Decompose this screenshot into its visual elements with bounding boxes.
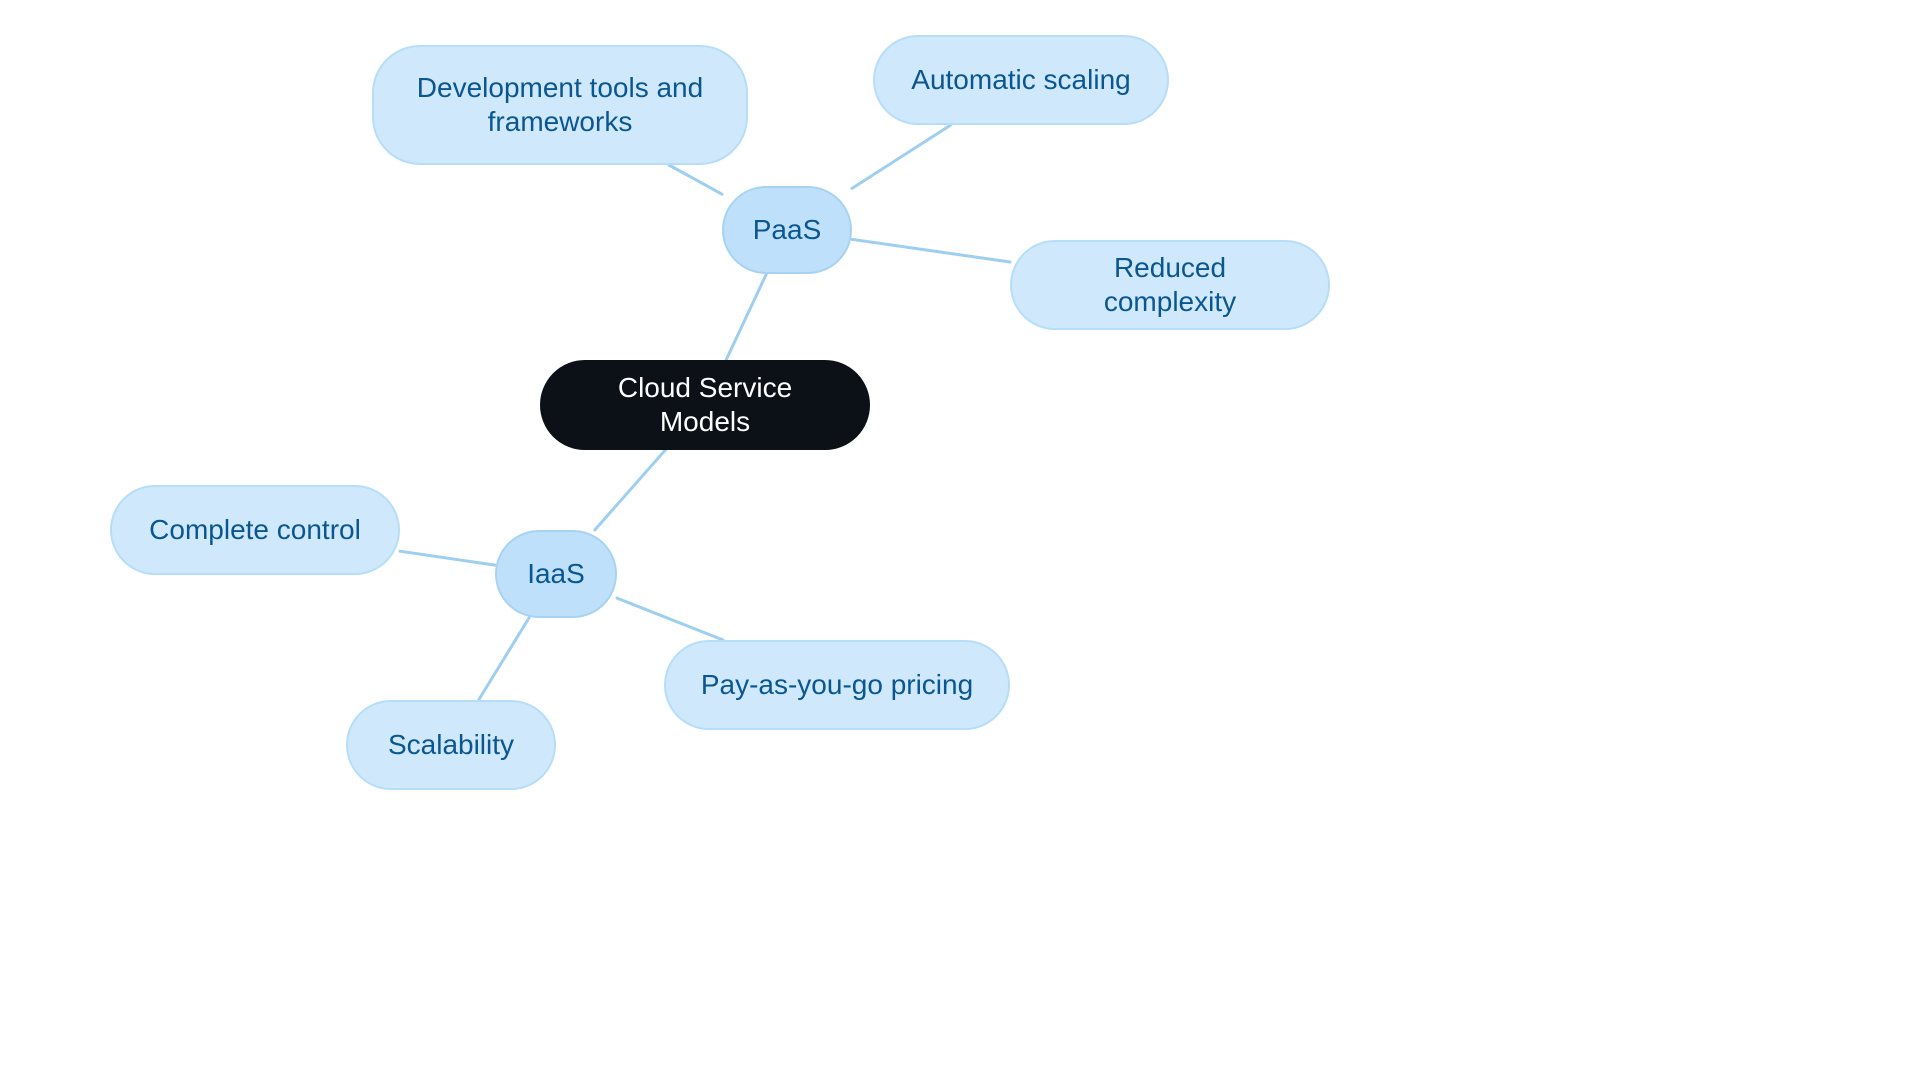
node-payg: Pay-as-you-go pricing	[664, 640, 1010, 730]
node-devtools: Development tools and frameworks	[372, 45, 748, 165]
node-scalability: Scalability	[346, 700, 556, 790]
edge	[617, 598, 723, 640]
node-label: Pay-as-you-go pricing	[701, 668, 973, 702]
node-reduced: Reduced complexity	[1010, 240, 1330, 330]
edge	[726, 274, 766, 360]
node-label: Automatic scaling	[911, 63, 1130, 97]
edge	[852, 239, 1010, 262]
node-root: Cloud Service Models	[540, 360, 870, 450]
node-autoscale: Automatic scaling	[873, 35, 1169, 125]
edge	[669, 165, 722, 194]
edge	[479, 618, 529, 700]
node-label: Scalability	[388, 728, 514, 762]
node-label: PaaS	[753, 213, 822, 247]
node-iaas: IaaS	[495, 530, 617, 618]
edge	[400, 551, 495, 565]
node-label: Development tools and frameworks	[408, 71, 712, 138]
edge	[852, 125, 951, 188]
node-label: IaaS	[527, 557, 585, 591]
node-label: Reduced complexity	[1046, 251, 1294, 318]
mindmap-diagram: Cloud Service Models PaaS Development tool…	[0, 0, 1920, 1083]
edge	[595, 450, 666, 530]
node-control: Complete control	[110, 485, 400, 575]
node-label: Complete control	[149, 513, 361, 547]
node-paas: PaaS	[722, 186, 852, 274]
node-label: Cloud Service Models	[578, 371, 832, 438]
